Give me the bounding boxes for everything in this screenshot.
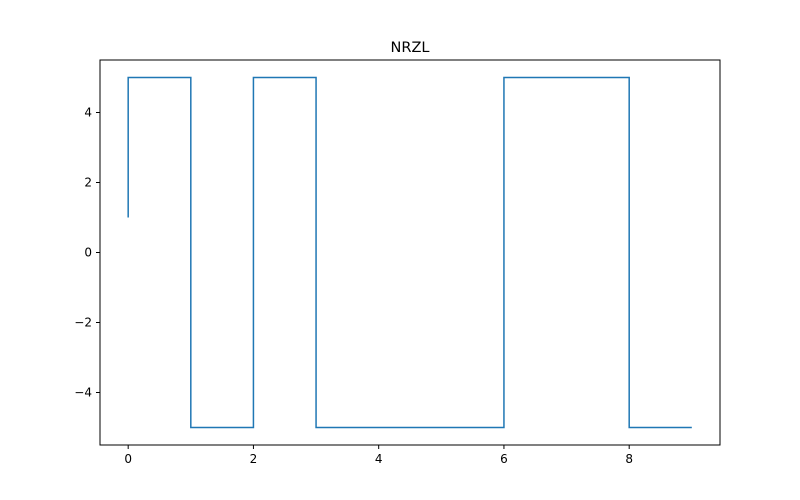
plot-layer (127, 76, 692, 429)
plot-frame (99, 59, 721, 446)
y-tick-label: 0 (84, 246, 92, 260)
x-tick-label: 8 (625, 452, 633, 466)
y-tick-label: −4 (74, 386, 92, 400)
y-tick-label: −2 (74, 316, 92, 330)
x-tick-label: 0 (124, 452, 132, 466)
chart-title: NRZL (391, 40, 430, 56)
y-tick-label: 4 (84, 106, 92, 120)
x-tick-label: 4 (375, 452, 383, 466)
axes-layer: 0 2 4 6 8 −4 −2 0 2 4 (74, 106, 633, 467)
x-tick-label: 2 (250, 452, 258, 466)
y-tick-label: 2 (84, 176, 92, 190)
x-tick-label: 6 (500, 452, 508, 466)
series-line-0 (127, 76, 692, 429)
